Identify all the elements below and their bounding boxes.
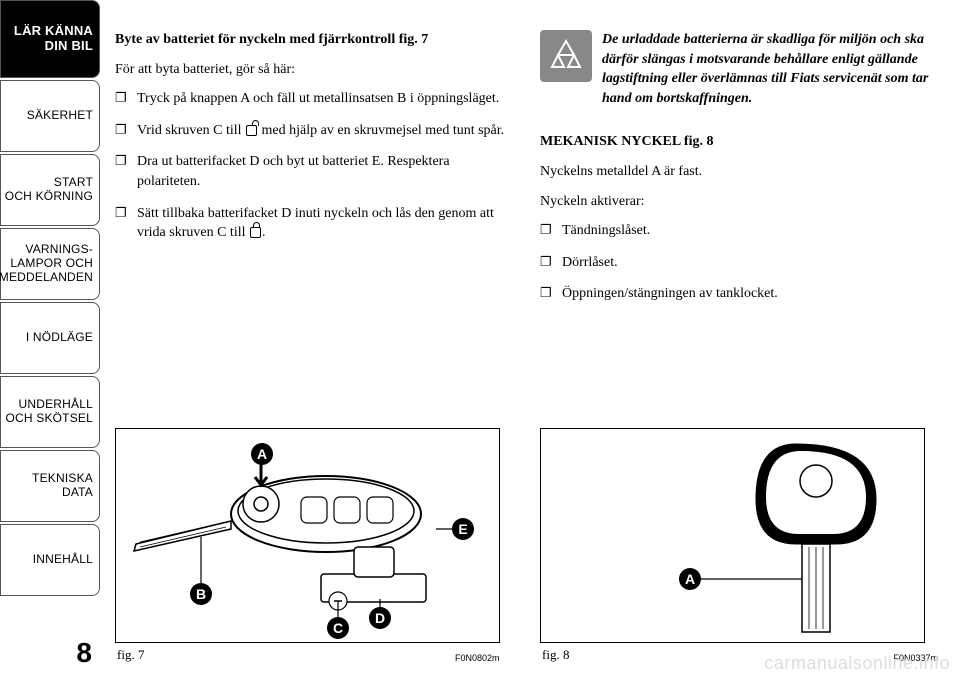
watermark: carmanualsonline.info: [764, 653, 950, 674]
tab-label: STARTOCH KÖRNING: [5, 176, 93, 204]
bullet-list-right: Tändningslåset. Dörrlåset. Öppningen/stä…: [540, 221, 940, 304]
lock-icon: [250, 227, 261, 238]
tab-label: SÄKERHET: [27, 109, 93, 123]
list-item: Dörrlåset.: [540, 253, 940, 273]
list-item: Öppningen/stängningen av tanklocket.: [540, 284, 940, 304]
tab-varnings[interactable]: VARNINGS-LAMPOR OCHMEDDELANDEN: [0, 228, 100, 300]
page-number: 8: [0, 637, 100, 669]
callout-d: D: [369, 607, 391, 629]
unlock-icon: [246, 125, 257, 136]
list-item: Sätt tillbaka batterifacket D inuti nyck…: [115, 204, 515, 243]
tab-start[interactable]: STARTOCH KÖRNING: [0, 154, 100, 226]
tab-label: I NÖDLÄGE: [26, 331, 93, 345]
callout-a: A: [251, 443, 273, 465]
tab-label: VARNINGS-LAMPOR OCHMEDDELANDEN: [0, 243, 93, 284]
intro-text-2: Nyckeln aktiverar:: [540, 192, 940, 212]
intro-text: Nyckelns metalldel A är fast.: [540, 162, 940, 182]
list-item: Vrid skruven C till med hjälp av en skru…: [115, 121, 515, 141]
sidebar-tabs: LÄR KÄNNADIN BIL SÄKERHET STARTOCH KÖRNI…: [0, 0, 100, 677]
callout-e: E: [452, 518, 474, 540]
tab-innehall[interactable]: INNEHÅLL: [0, 524, 100, 596]
bullet-list-left: Tryck på knappen A och fäll ut metallins…: [115, 89, 515, 243]
tab-label: LÄR KÄNNADIN BIL: [14, 24, 93, 54]
figure-8-caption: fig. 8: [542, 647, 569, 663]
tab-sakerhet[interactable]: SÄKERHET: [0, 80, 100, 152]
tab-tekniska[interactable]: TEKNISKA DATA: [0, 450, 100, 522]
list-item: Tändningslåset.: [540, 221, 940, 241]
recycle-icon: [540, 30, 592, 82]
callout-a: A: [679, 568, 701, 590]
list-item: Tryck på knappen A och fäll ut metallins…: [115, 89, 515, 109]
heading-battery-change: Byte av batteriet för nyckeln med fjärrk…: [115, 30, 515, 50]
callout-c: C: [327, 617, 349, 639]
warning-text: De urladdade batterierna är skadliga för…: [602, 32, 928, 106]
page-content: Byte av batteriet för nyckeln med fjärrk…: [115, 30, 940, 667]
column-right: De urladdade batterierna är skadliga för…: [540, 30, 940, 316]
figure-7-code: F0N0802m: [455, 653, 500, 663]
list-item: Dra ut batterifacket D och byt ut batter…: [115, 152, 515, 191]
figure-7-svg: [116, 429, 501, 644]
column-left: Byte av batteriet för nyckeln med fjärrk…: [115, 30, 515, 255]
callout-b: B: [190, 583, 212, 605]
tab-nodlage[interactable]: I NÖDLÄGE: [0, 302, 100, 374]
warning-box: De urladdade batterierna är skadliga för…: [540, 30, 940, 108]
heading-mechanical-key: MEKANISK NYCKEL fig. 8: [540, 132, 940, 152]
tab-label: TEKNISKA DATA: [1, 472, 93, 500]
figure-8: A: [540, 428, 925, 643]
tab-label: UNDERHÅLLOCH SKÖTSEL: [5, 398, 93, 426]
tab-underhall[interactable]: UNDERHÅLLOCH SKÖTSEL: [0, 376, 100, 448]
tab-label: INNEHÅLL: [33, 553, 93, 567]
intro-text: För att byta batteriet, gör så här:: [115, 60, 515, 80]
tab-lar-kanna[interactable]: LÄR KÄNNADIN BIL: [0, 0, 100, 78]
figure-7: A B C D E: [115, 428, 500, 643]
figure-7-caption: fig. 7: [117, 647, 144, 663]
figure-8-svg: [541, 429, 926, 644]
